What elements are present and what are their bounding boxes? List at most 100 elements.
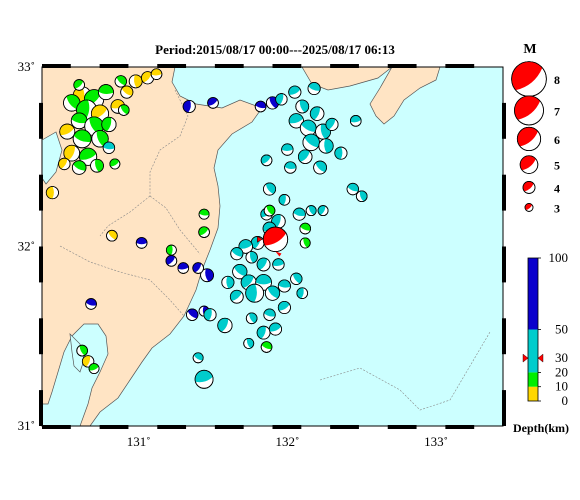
magnitude-legend-symbol <box>524 203 534 212</box>
event-mechanism <box>128 74 143 89</box>
event-mechanism <box>309 106 325 121</box>
magnitude-legend-symbol <box>519 155 539 174</box>
frame-bar <box>502 390 506 426</box>
event-mechanism <box>192 352 204 364</box>
period-title: Period:2015/08/17 00:00---2025/08/17 06:… <box>155 42 395 57</box>
event-mechanism <box>182 99 196 114</box>
depth-tick-label: 20 <box>555 364 568 379</box>
event-mechanism <box>299 119 317 137</box>
frame-bar <box>99 425 129 429</box>
highlight-layer <box>256 226 289 257</box>
event-mechanism <box>81 355 95 368</box>
lat-tick-label: 31˚ <box>18 418 35 433</box>
depth-band <box>528 258 538 330</box>
depth-tick-label: 50 <box>555 322 568 337</box>
event-mechanism <box>299 237 311 249</box>
event-mechanism <box>334 146 348 160</box>
event-mechanism <box>63 144 81 162</box>
event-mechanism <box>325 117 339 131</box>
event-mechanism <box>305 205 317 217</box>
event-mechanism <box>91 130 109 148</box>
event-mechanism <box>313 160 327 175</box>
event-mechanism <box>284 161 297 174</box>
event-mechanism <box>307 82 321 96</box>
depth-marker-left <box>522 353 529 363</box>
magnitude-legend-symbol <box>511 61 547 97</box>
event-mechanism <box>317 205 329 217</box>
event-mechanism <box>299 222 312 235</box>
event-mechanism <box>245 251 258 264</box>
frame-bar <box>214 425 244 429</box>
magnitude-legend-symbol <box>514 95 544 126</box>
prefecture-border <box>149 195 201 255</box>
magnitude-legend-label: 5 <box>554 159 560 173</box>
event-mechanism <box>245 312 258 325</box>
map-panel: 33˚ 32˚ 31˚ 131˚ 132˚ 133˚ <box>18 59 506 449</box>
event-mechanism <box>58 157 71 171</box>
magnitude-legend-symbol <box>522 181 536 194</box>
frame-ticks <box>39 64 506 429</box>
event-mechanism <box>200 268 214 283</box>
prefecture-border <box>149 89 189 196</box>
event-mechanism <box>135 237 148 249</box>
event-mechanism <box>230 247 244 261</box>
lon-tick-label: 131˚ <box>127 434 151 449</box>
frame-bar <box>157 64 187 68</box>
event-mechanism <box>150 68 163 80</box>
prefecture-border <box>99 195 151 237</box>
event-mechanism <box>295 99 310 114</box>
event-mechanism <box>165 244 177 256</box>
frame-bar <box>42 425 71 429</box>
event-mechanism <box>272 258 285 271</box>
event-mechanism <box>76 344 88 357</box>
event-mechanism <box>277 301 291 315</box>
magnitude-legend-label: 8 <box>554 73 560 87</box>
event-mechanism <box>263 182 277 196</box>
depth-tick-label: 0 <box>562 393 569 408</box>
frame-bar <box>272 64 302 68</box>
event-mechanism <box>245 283 265 303</box>
event-mechanism <box>238 239 253 254</box>
event-mechanism <box>90 158 104 173</box>
event-mechanism <box>243 337 255 349</box>
event-mechanism <box>207 97 219 109</box>
frame-bar <box>502 174 506 211</box>
event-mechanism <box>229 289 244 304</box>
event-mechanism <box>346 182 359 196</box>
event-mechanism <box>318 138 334 154</box>
event-mechanism <box>72 129 92 149</box>
magnitude-legend-label: 4 <box>554 181 560 195</box>
frame-bar <box>502 102 506 139</box>
frame-bar <box>39 318 43 355</box>
highlight-marker-bottom <box>275 251 282 257</box>
depth-legend-title: Depth(km) <box>513 421 569 435</box>
event-mechanism <box>186 308 199 321</box>
event-mechanism <box>263 204 276 217</box>
depth-tick-label: 30 <box>555 350 568 365</box>
frame-bar <box>272 425 302 429</box>
event-mechanism <box>302 133 320 152</box>
event-mechanism <box>355 190 368 203</box>
depth-band <box>528 386 538 401</box>
event-mechanism <box>192 262 204 274</box>
event-mechanism <box>85 298 97 310</box>
prefecture-border <box>59 245 185 317</box>
event-mechanism <box>296 287 309 299</box>
event-mechanism <box>221 275 235 289</box>
magnitude-legend-symbol <box>516 126 542 152</box>
frame-bar <box>502 318 506 355</box>
event-mechanism <box>117 104 130 116</box>
frame-bar <box>39 246 43 283</box>
prefecture-borders <box>59 89 491 411</box>
event-mechanism <box>254 100 267 113</box>
event-mechanism <box>292 207 306 221</box>
event-mechanism <box>297 149 313 164</box>
frame-bar <box>214 64 244 68</box>
event-mechanism <box>256 325 271 340</box>
event-mechanism <box>59 123 76 140</box>
event-mechanism <box>198 208 210 220</box>
event-layer <box>45 68 368 389</box>
depth-band <box>528 372 538 387</box>
